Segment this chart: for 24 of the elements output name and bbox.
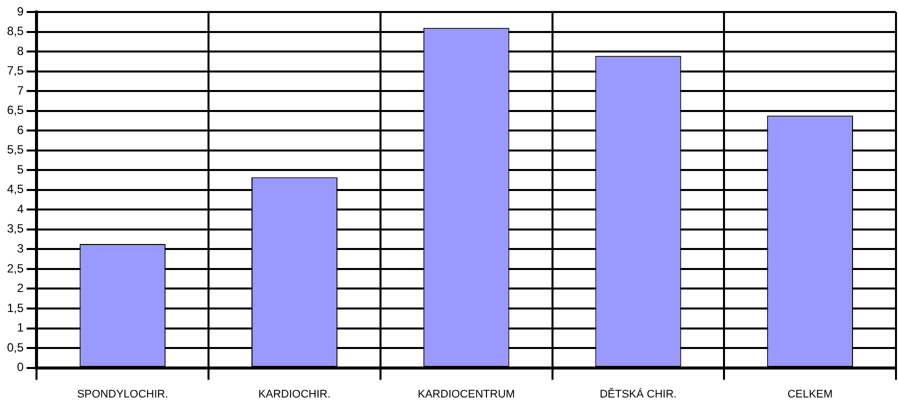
x-tick-label: KARDIOCENTRUM [418, 388, 515, 400]
y-tick-label: 7,5 [6, 64, 24, 78]
y-tick-label: 1,5 [6, 300, 24, 315]
y-tick-label: 0 [16, 360, 24, 374]
y-tick-label: 9 [16, 4, 24, 18]
y-tick-label: 3 [16, 242, 24, 256]
y-tick-label: 7 [16, 83, 24, 98]
y-tick-label: 5 [16, 162, 24, 176]
y-tick-label: 8,5 [6, 24, 24, 38]
y-tick-label: 3,5 [6, 222, 24, 236]
y-tick-label: 6 [16, 122, 24, 137]
x-tick-label: KARDIOCHIR. [258, 388, 331, 400]
x-tick-label: DĚTSKÁ CHIR. [600, 387, 677, 400]
y-tick-label: 1 [16, 320, 24, 335]
y-tick-label: 2 [16, 281, 24, 296]
x-tick-label: CELKEM [787, 388, 833, 400]
y-tick-label: 2,5 [6, 261, 24, 276]
y-tick-label: 5,5 [6, 142, 24, 157]
y-tick-label: 4 [16, 202, 24, 216]
y-tick-label: 0,5 [6, 340, 24, 354]
y-tick-label: 6,5 [6, 103, 24, 118]
y-tick-label: 8 [16, 44, 24, 58]
x-tick-label: SPONDYLOCHIR. [77, 388, 168, 400]
y-tick-label: 4,5 [6, 182, 24, 196]
